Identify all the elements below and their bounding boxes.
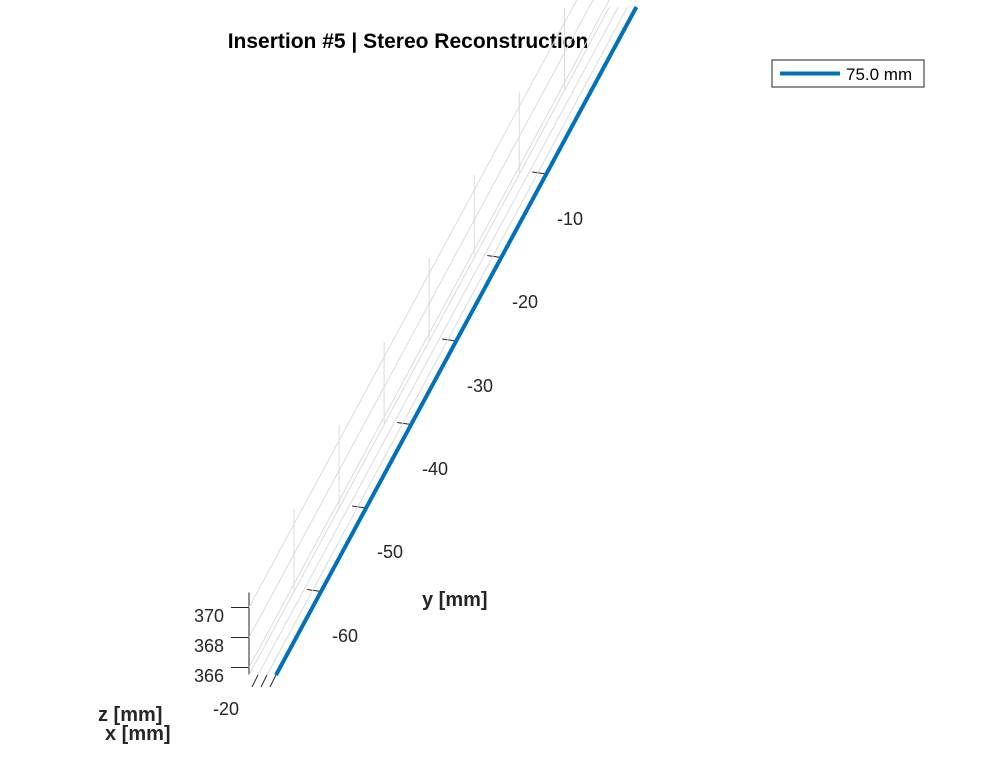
z-tick-label: 366	[194, 666, 224, 686]
axes	[231, 6, 637, 688]
y-tick-label: -10	[557, 209, 583, 229]
y-tick-label: -60	[332, 626, 358, 646]
grid	[248, 0, 637, 676]
grid-line	[257, 6, 619, 676]
x-axis-label: x [mm]	[105, 723, 171, 745]
y-tick	[397, 422, 412, 425]
grid-line	[248, 6, 610, 676]
legend: 75.0 mm	[771, 59, 925, 88]
z-axis-label: z [mm]	[98, 704, 162, 726]
x-tick-label: -20	[213, 699, 239, 719]
z-tick-label: 370	[194, 606, 224, 626]
y-tick	[352, 505, 367, 509]
y-tick-label: -40	[422, 459, 448, 479]
y-tick-labels: -10 -20 -30 -40 -50 -60	[332, 209, 583, 646]
grid-line	[248, 0, 578, 608]
x-tick	[251, 674, 259, 688]
y-tick-label: -50	[377, 542, 403, 562]
plot-area	[274, 6, 639, 676]
x-tick	[260, 674, 268, 688]
y-axis-label: y [mm]	[422, 589, 488, 611]
y-tick	[487, 255, 502, 258]
y-tick-label: -30	[467, 376, 493, 396]
y-tick	[306, 589, 322, 592]
chart-title: Insertion #5 | Stereo Reconstruction	[228, 30, 589, 53]
legend-label: 75.0 mm	[846, 65, 912, 84]
x-tick	[269, 674, 277, 688]
grid-line	[248, 0, 610, 668]
grid-line	[248, 0, 594, 638]
z-tick-labels: 366 368 370	[194, 606, 224, 686]
y-tick	[532, 171, 547, 175]
data-line	[274, 6, 639, 676]
y-tick-label: -20	[512, 292, 538, 312]
z-tick-label: 368	[194, 636, 224, 656]
grid-line	[266, 6, 628, 676]
y-tick	[442, 338, 457, 342]
